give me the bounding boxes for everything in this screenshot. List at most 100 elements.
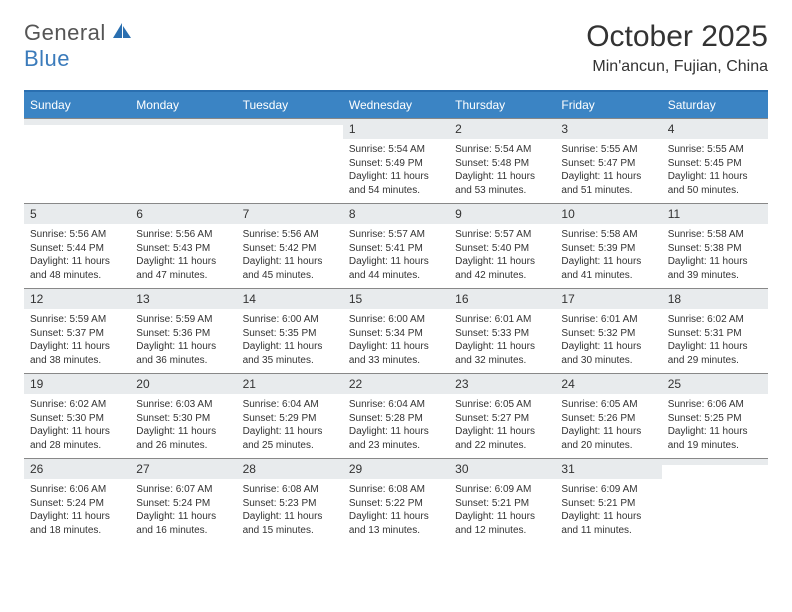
day-info: Sunrise: 6:02 AMSunset: 5:30 PMDaylight:… bbox=[24, 394, 130, 458]
daylight-text: Daylight: 11 hours and 50 minutes. bbox=[668, 170, 762, 197]
week-row: 5Sunrise: 5:56 AMSunset: 5:44 PMDaylight… bbox=[24, 203, 768, 288]
day-info: Sunrise: 5:59 AMSunset: 5:37 PMDaylight:… bbox=[24, 309, 130, 373]
sunrise-text: Sunrise: 6:09 AM bbox=[561, 483, 655, 497]
day-header-cell: Monday bbox=[130, 92, 236, 118]
day-cell: 26Sunrise: 6:06 AMSunset: 5:24 PMDayligh… bbox=[24, 459, 130, 543]
sunset-text: Sunset: 5:21 PM bbox=[561, 497, 655, 511]
day-info: Sunrise: 5:55 AMSunset: 5:47 PMDaylight:… bbox=[555, 139, 661, 203]
week-row: 12Sunrise: 5:59 AMSunset: 5:37 PMDayligh… bbox=[24, 288, 768, 373]
day-cell: 19Sunrise: 6:02 AMSunset: 5:30 PMDayligh… bbox=[24, 374, 130, 458]
daylight-text: Daylight: 11 hours and 20 minutes. bbox=[561, 425, 655, 452]
daylight-text: Daylight: 11 hours and 23 minutes. bbox=[349, 425, 443, 452]
sunset-text: Sunset: 5:30 PM bbox=[136, 412, 230, 426]
daylight-text: Daylight: 11 hours and 15 minutes. bbox=[243, 510, 337, 537]
day-number: 4 bbox=[662, 119, 768, 139]
day-cell: 29Sunrise: 6:08 AMSunset: 5:22 PMDayligh… bbox=[343, 459, 449, 543]
day-number bbox=[24, 119, 130, 125]
day-cell: 22Sunrise: 6:04 AMSunset: 5:28 PMDayligh… bbox=[343, 374, 449, 458]
sunset-text: Sunset: 5:44 PM bbox=[30, 242, 124, 256]
day-header-row: SundayMondayTuesdayWednesdayThursdayFrid… bbox=[24, 92, 768, 118]
daylight-text: Daylight: 11 hours and 36 minutes. bbox=[136, 340, 230, 367]
sunset-text: Sunset: 5:49 PM bbox=[349, 157, 443, 171]
day-header-cell: Friday bbox=[555, 92, 661, 118]
sunrise-text: Sunrise: 6:02 AM bbox=[668, 313, 762, 327]
title-block: October 2025 Min'ancun, Fujian, China bbox=[586, 20, 768, 76]
day-info: Sunrise: 6:08 AMSunset: 5:23 PMDaylight:… bbox=[237, 479, 343, 543]
sunrise-text: Sunrise: 6:06 AM bbox=[668, 398, 762, 412]
day-number: 21 bbox=[237, 374, 343, 394]
day-cell: 25Sunrise: 6:06 AMSunset: 5:25 PMDayligh… bbox=[662, 374, 768, 458]
day-cell bbox=[24, 119, 130, 203]
daylight-text: Daylight: 11 hours and 30 minutes. bbox=[561, 340, 655, 367]
logo-text: General Blue bbox=[24, 20, 132, 72]
day-cell: 13Sunrise: 5:59 AMSunset: 5:36 PMDayligh… bbox=[130, 289, 236, 373]
sunset-text: Sunset: 5:35 PM bbox=[243, 327, 337, 341]
sunset-text: Sunset: 5:24 PM bbox=[136, 497, 230, 511]
sunrise-text: Sunrise: 6:08 AM bbox=[243, 483, 337, 497]
sunset-text: Sunset: 5:40 PM bbox=[455, 242, 549, 256]
sunset-text: Sunset: 5:33 PM bbox=[455, 327, 549, 341]
sunrise-text: Sunrise: 5:56 AM bbox=[243, 228, 337, 242]
day-number: 7 bbox=[237, 204, 343, 224]
day-cell: 24Sunrise: 6:05 AMSunset: 5:26 PMDayligh… bbox=[555, 374, 661, 458]
day-cell: 3Sunrise: 5:55 AMSunset: 5:47 PMDaylight… bbox=[555, 119, 661, 203]
day-number: 28 bbox=[237, 459, 343, 479]
sunset-text: Sunset: 5:27 PM bbox=[455, 412, 549, 426]
day-header-cell: Thursday bbox=[449, 92, 555, 118]
sunset-text: Sunset: 5:38 PM bbox=[668, 242, 762, 256]
month-title: October 2025 bbox=[586, 20, 768, 54]
daylight-text: Daylight: 11 hours and 53 minutes. bbox=[455, 170, 549, 197]
day-number: 24 bbox=[555, 374, 661, 394]
sunrise-text: Sunrise: 6:09 AM bbox=[455, 483, 549, 497]
daylight-text: Daylight: 11 hours and 13 minutes. bbox=[349, 510, 443, 537]
weeks-container: 1Sunrise: 5:54 AMSunset: 5:49 PMDaylight… bbox=[24, 118, 768, 543]
daylight-text: Daylight: 11 hours and 35 minutes. bbox=[243, 340, 337, 367]
sunrise-text: Sunrise: 5:56 AM bbox=[30, 228, 124, 242]
daylight-text: Daylight: 11 hours and 26 minutes. bbox=[136, 425, 230, 452]
sunset-text: Sunset: 5:47 PM bbox=[561, 157, 655, 171]
sunrise-text: Sunrise: 6:08 AM bbox=[349, 483, 443, 497]
daylight-text: Daylight: 11 hours and 29 minutes. bbox=[668, 340, 762, 367]
day-info: Sunrise: 5:54 AMSunset: 5:49 PMDaylight:… bbox=[343, 139, 449, 203]
sunset-text: Sunset: 5:26 PM bbox=[561, 412, 655, 426]
week-row: 1Sunrise: 5:54 AMSunset: 5:49 PMDaylight… bbox=[24, 118, 768, 203]
day-number: 30 bbox=[449, 459, 555, 479]
day-cell: 23Sunrise: 6:05 AMSunset: 5:27 PMDayligh… bbox=[449, 374, 555, 458]
day-cell: 2Sunrise: 5:54 AMSunset: 5:48 PMDaylight… bbox=[449, 119, 555, 203]
day-number: 3 bbox=[555, 119, 661, 139]
day-number: 22 bbox=[343, 374, 449, 394]
sunrise-text: Sunrise: 6:07 AM bbox=[136, 483, 230, 497]
day-info: Sunrise: 6:04 AMSunset: 5:29 PMDaylight:… bbox=[237, 394, 343, 458]
day-header-cell: Saturday bbox=[662, 92, 768, 118]
day-cell bbox=[130, 119, 236, 203]
day-info: Sunrise: 5:55 AMSunset: 5:45 PMDaylight:… bbox=[662, 139, 768, 203]
day-info: Sunrise: 5:57 AMSunset: 5:41 PMDaylight:… bbox=[343, 224, 449, 288]
daylight-text: Daylight: 11 hours and 45 minutes. bbox=[243, 255, 337, 282]
day-header-cell: Sunday bbox=[24, 92, 130, 118]
day-info: Sunrise: 5:58 AMSunset: 5:38 PMDaylight:… bbox=[662, 224, 768, 288]
day-number: 9 bbox=[449, 204, 555, 224]
sunset-text: Sunset: 5:24 PM bbox=[30, 497, 124, 511]
header: General Blue October 2025 Min'ancun, Fuj… bbox=[24, 20, 768, 76]
day-number: 12 bbox=[24, 289, 130, 309]
daylight-text: Daylight: 11 hours and 47 minutes. bbox=[136, 255, 230, 282]
day-info: Sunrise: 5:58 AMSunset: 5:39 PMDaylight:… bbox=[555, 224, 661, 288]
day-cell: 28Sunrise: 6:08 AMSunset: 5:23 PMDayligh… bbox=[237, 459, 343, 543]
day-cell: 8Sunrise: 5:57 AMSunset: 5:41 PMDaylight… bbox=[343, 204, 449, 288]
day-number: 14 bbox=[237, 289, 343, 309]
sunrise-text: Sunrise: 6:04 AM bbox=[243, 398, 337, 412]
daylight-text: Daylight: 11 hours and 12 minutes. bbox=[455, 510, 549, 537]
sunset-text: Sunset: 5:31 PM bbox=[668, 327, 762, 341]
day-cell: 31Sunrise: 6:09 AMSunset: 5:21 PMDayligh… bbox=[555, 459, 661, 543]
day-info: Sunrise: 5:56 AMSunset: 5:42 PMDaylight:… bbox=[237, 224, 343, 288]
sunset-text: Sunset: 5:30 PM bbox=[30, 412, 124, 426]
day-cell: 7Sunrise: 5:56 AMSunset: 5:42 PMDaylight… bbox=[237, 204, 343, 288]
day-cell: 15Sunrise: 6:00 AMSunset: 5:34 PMDayligh… bbox=[343, 289, 449, 373]
day-number bbox=[237, 119, 343, 125]
day-cell: 18Sunrise: 6:02 AMSunset: 5:31 PMDayligh… bbox=[662, 289, 768, 373]
sunrise-text: Sunrise: 6:05 AM bbox=[455, 398, 549, 412]
day-cell: 16Sunrise: 6:01 AMSunset: 5:33 PMDayligh… bbox=[449, 289, 555, 373]
day-cell: 11Sunrise: 5:58 AMSunset: 5:38 PMDayligh… bbox=[662, 204, 768, 288]
week-row: 26Sunrise: 6:06 AMSunset: 5:24 PMDayligh… bbox=[24, 458, 768, 543]
day-info: Sunrise: 6:08 AMSunset: 5:22 PMDaylight:… bbox=[343, 479, 449, 543]
